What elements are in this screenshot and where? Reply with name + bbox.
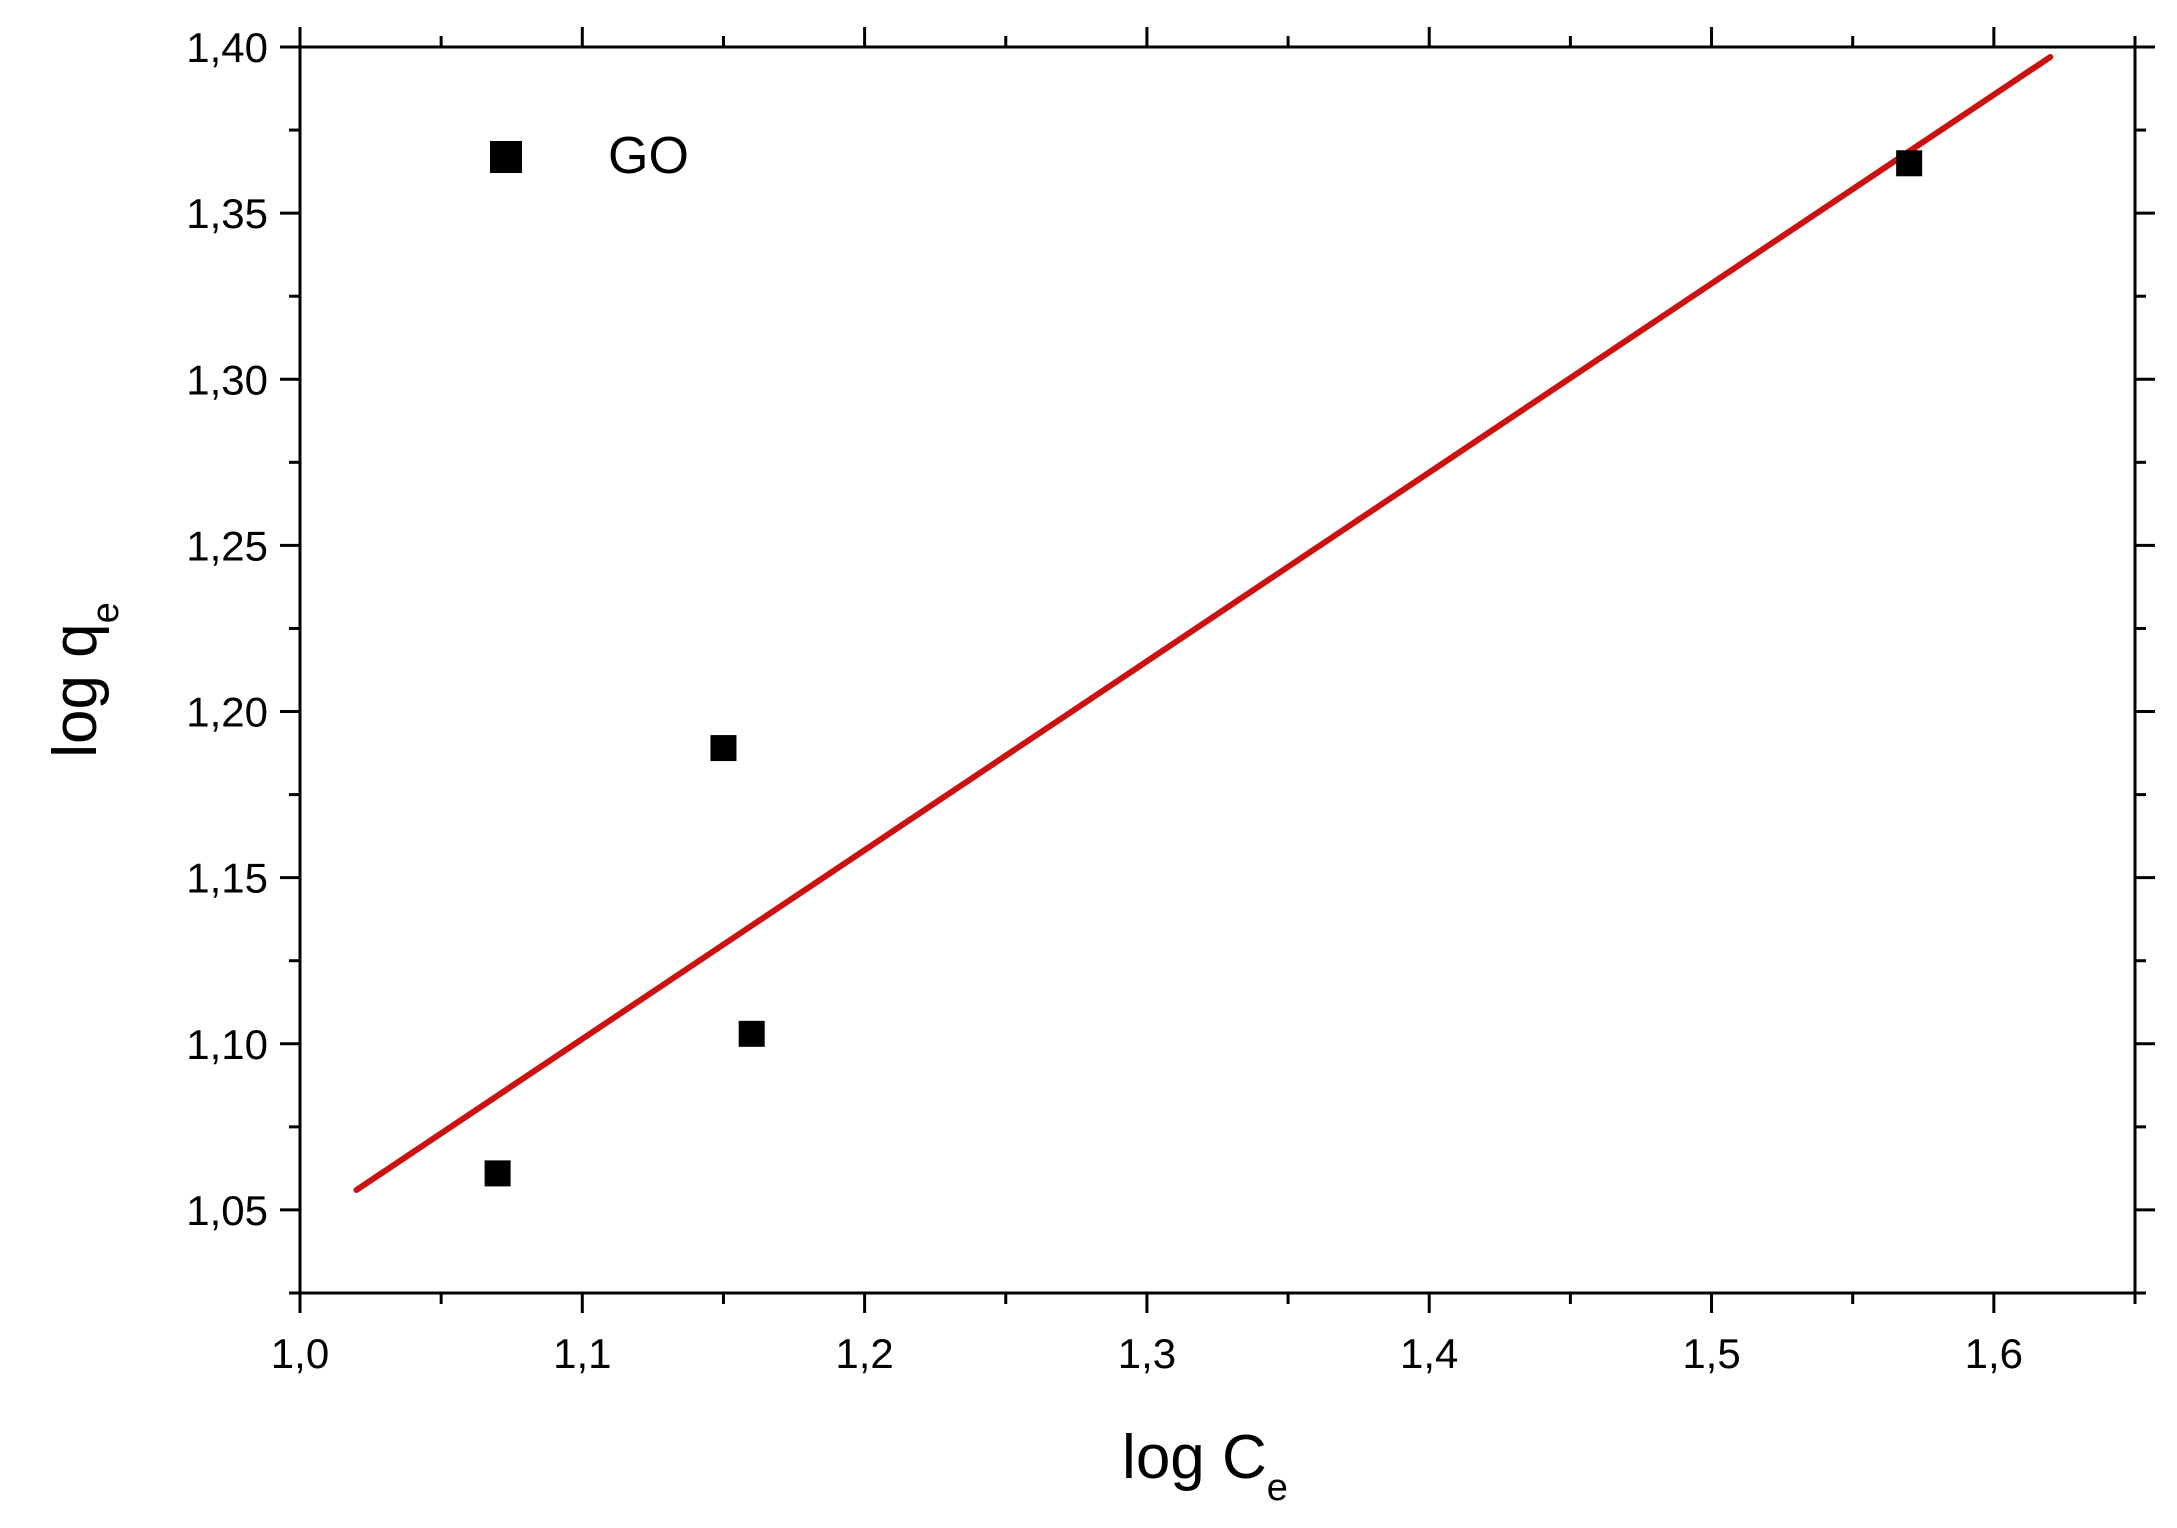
data-point-4 bbox=[1896, 150, 1923, 177]
y-tick-label: 1,20 bbox=[186, 689, 268, 736]
data-point-3 bbox=[738, 1020, 765, 1047]
y-axis-ticks: 1,05 1,10 1,15 1,20 1,25 1,30 1,35 1,40 bbox=[186, 24, 2155, 1295]
y-tick-label: 1,05 bbox=[186, 1187, 268, 1234]
y-tick-label: 1,35 bbox=[186, 190, 268, 237]
x-tick-label: 1,0 bbox=[271, 1330, 329, 1377]
legend: GO bbox=[490, 127, 689, 185]
fit-line-layer bbox=[353, 53, 2054, 1193]
plot-frame bbox=[298, 45, 2137, 1295]
y-tick-label: 1,10 bbox=[186, 1021, 268, 1068]
data-point-1 bbox=[484, 1160, 511, 1187]
linear-fit-line bbox=[353, 53, 2054, 1193]
legend-marker bbox=[490, 141, 522, 173]
data-point-2 bbox=[710, 735, 737, 762]
y-tick-label: 1,25 bbox=[186, 522, 268, 569]
x-axis-ticks: 1,0 1,1 1,2 1,3 1,4 1,5 1,6 bbox=[271, 27, 2137, 1377]
x-tick-label: 1,1 bbox=[553, 1330, 611, 1377]
x-tick-label: 1,6 bbox=[1965, 1330, 2023, 1377]
data-points-layer bbox=[484, 150, 1923, 1187]
y-tick-label: 1,30 bbox=[186, 356, 268, 403]
y-axis-label: log qe bbox=[41, 602, 127, 758]
y-tick-label: 1,15 bbox=[186, 855, 268, 902]
x-tick-label: 1,3 bbox=[1118, 1330, 1176, 1377]
x-tick-label: 1,5 bbox=[1682, 1330, 1740, 1377]
legend-label: GO bbox=[608, 127, 689, 185]
x-tick-label: 1,2 bbox=[835, 1330, 893, 1377]
x-tick-label: 1,4 bbox=[1400, 1330, 1458, 1377]
y-tick-label: 1,40 bbox=[186, 24, 268, 71]
x-axis-label: log Ce bbox=[1122, 1423, 1288, 1509]
